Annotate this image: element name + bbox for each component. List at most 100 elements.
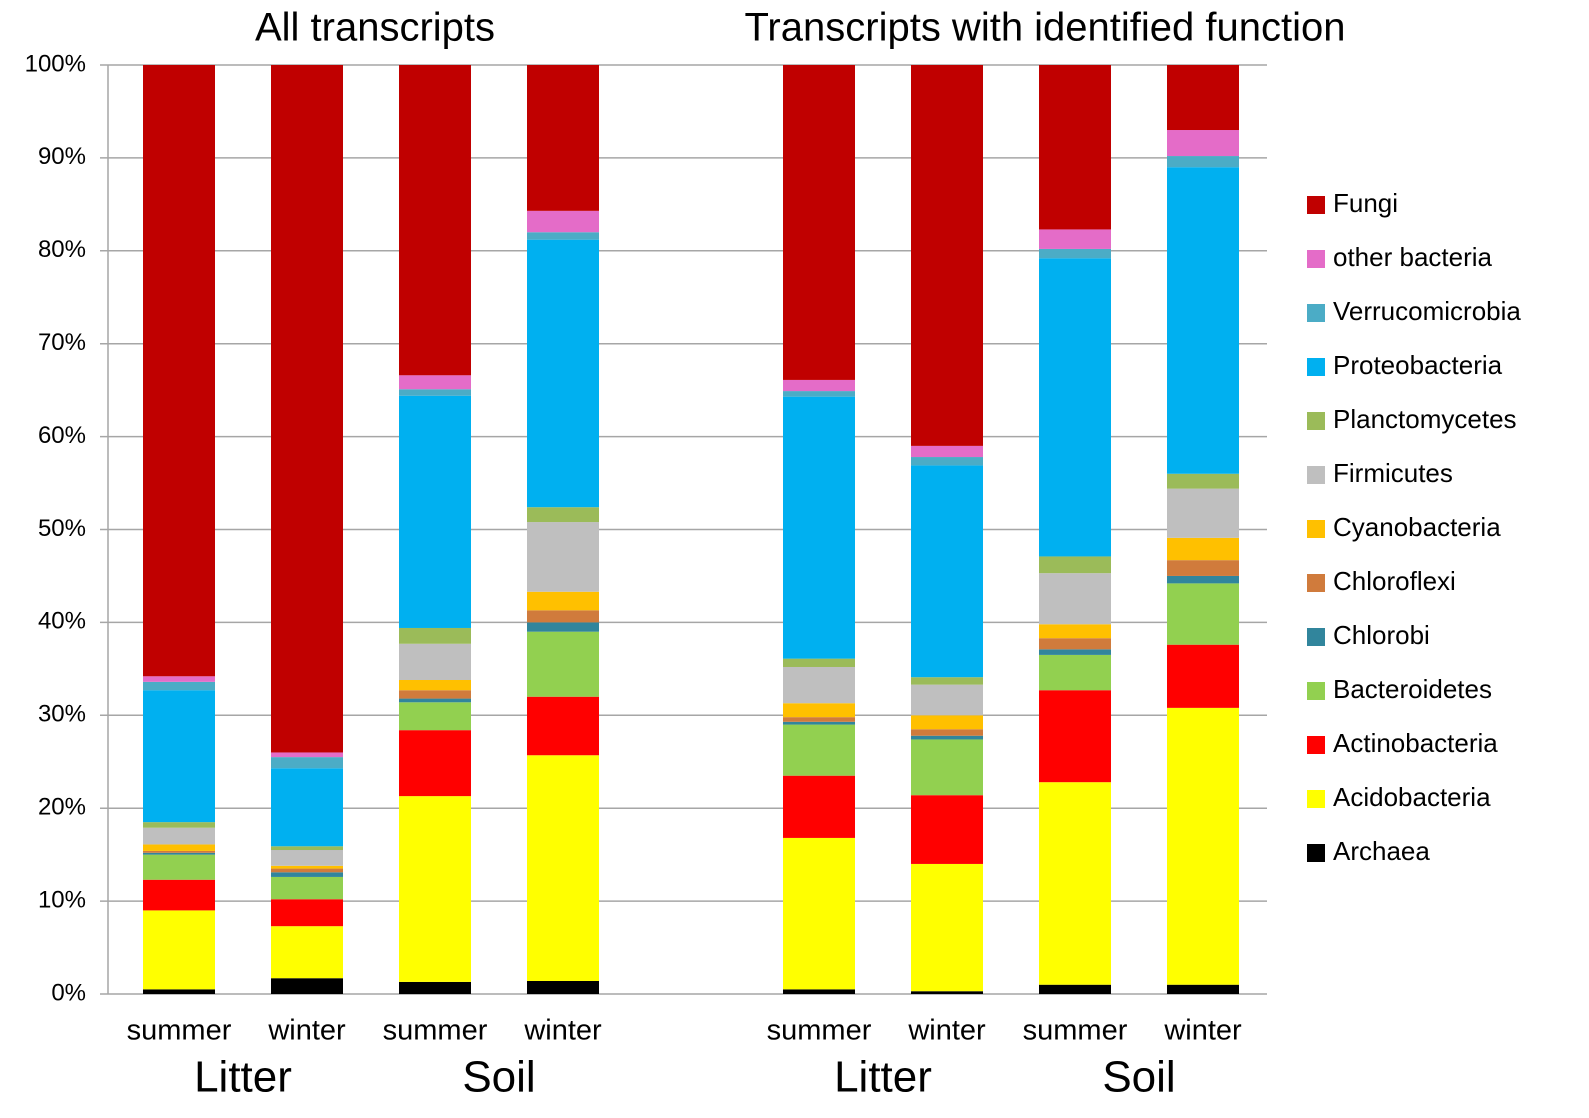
bar-segment	[911, 863, 983, 992]
bar-segment	[527, 755, 599, 981]
bar-segment	[783, 396, 855, 659]
y-tick-label: 80%	[38, 236, 86, 263]
bar-segment	[399, 698, 471, 703]
y-tick-label: 90%	[38, 143, 86, 170]
bar-segment	[399, 796, 471, 982]
bar-segment	[1167, 575, 1239, 584]
legend-label: Bacteroidetes	[1333, 674, 1492, 704]
bar-segment	[783, 721, 855, 725]
legend-swatch	[1307, 520, 1325, 538]
x-tick-label: summer	[1023, 1015, 1128, 1047]
bar-segment	[1167, 156, 1239, 168]
bar-segment	[399, 702, 471, 731]
y-tick-label: 30%	[38, 701, 86, 728]
legend-label: Firmicutes	[1333, 458, 1453, 488]
bar-segment	[527, 232, 599, 240]
y-tick-label: 70%	[38, 329, 86, 356]
bar-segment	[783, 703, 855, 718]
legend-label: Acidobacteria	[1333, 782, 1491, 812]
bar-segment	[143, 681, 215, 691]
bar-segment	[1039, 984, 1111, 994]
bar-segment	[911, 684, 983, 716]
bar-segment	[399, 627, 471, 644]
bar-segment	[271, 850, 343, 866]
bar-segment	[1167, 644, 1239, 708]
bar-segment	[527, 696, 599, 756]
bar-segment	[1039, 573, 1111, 625]
bar-segment	[271, 872, 343, 877]
bar-segment	[1167, 473, 1239, 489]
bar-segment	[527, 622, 599, 632]
bar-segment	[527, 65, 599, 211]
bar-segment	[271, 899, 343, 927]
bar-segment	[143, 827, 215, 845]
legend-label: Proteobacteria	[1333, 350, 1503, 380]
x-tick-label: winter	[523, 1015, 602, 1047]
bar-segment	[527, 210, 599, 233]
panel-title: Transcripts with identified function	[744, 6, 1345, 50]
bar-segment	[911, 739, 983, 796]
bar-segment	[1167, 488, 1239, 538]
bar-segment	[143, 852, 215, 855]
bar-segment	[527, 522, 599, 592]
bar-segment	[1167, 130, 1239, 157]
bar-segment	[271, 926, 343, 979]
legend-swatch	[1307, 844, 1325, 862]
y-tick-label: 0%	[51, 979, 86, 1006]
bar-segment	[911, 795, 983, 864]
legend-swatch	[1307, 628, 1325, 646]
y-tick-label: 40%	[38, 608, 86, 635]
bar-segment	[399, 395, 471, 628]
bar-segment	[399, 679, 471, 691]
x-tick-label: summer	[767, 1015, 872, 1047]
y-tick-label: 100%	[25, 50, 86, 77]
bar-segment	[783, 717, 855, 722]
bar-segment	[1039, 258, 1111, 557]
bar-segment	[1167, 537, 1239, 561]
legend-label: Actinobacteria	[1333, 728, 1498, 758]
bar-segment	[527, 507, 599, 523]
bar-segment	[1167, 65, 1239, 131]
bar-segment	[143, 850, 215, 853]
bar-segment	[399, 643, 471, 680]
bar-segment	[399, 65, 471, 376]
bar-segment	[527, 239, 599, 508]
bar-segment	[143, 989, 215, 994]
bar-segment	[1039, 690, 1111, 783]
legend-label: other bacteria	[1333, 242, 1493, 272]
bar-segment	[783, 391, 855, 397]
bar-segment	[271, 752, 343, 758]
bar-segment	[1039, 782, 1111, 985]
bar-segment	[911, 465, 983, 678]
x-tick-label: winter	[267, 1015, 346, 1047]
bar-segment	[399, 375, 471, 390]
bar-segment	[911, 445, 983, 458]
bar-segment	[399, 690, 471, 699]
bar-segment	[1167, 984, 1239, 994]
bar-segment	[783, 379, 855, 392]
bar-segment	[143, 65, 215, 677]
legend-swatch	[1307, 736, 1325, 754]
bar-segment	[911, 735, 983, 740]
bar-segment	[271, 65, 343, 753]
bar-segment	[271, 865, 343, 869]
bar-segment	[783, 837, 855, 990]
legend-label: Chloroflexi	[1333, 566, 1456, 596]
y-tick-label: 20%	[38, 794, 86, 821]
bar-segment	[911, 457, 983, 466]
bar-segment	[911, 677, 983, 685]
bar-segment	[1039, 638, 1111, 650]
bar-segment	[783, 658, 855, 667]
bar-segment	[143, 676, 215, 682]
bar-segment	[143, 879, 215, 911]
bar-segment	[143, 854, 215, 880]
legend-swatch	[1307, 682, 1325, 700]
bar-segment	[911, 729, 983, 736]
bar-segment	[783, 666, 855, 704]
bar-segment	[1167, 167, 1239, 474]
legend-swatch	[1307, 574, 1325, 592]
bar-segment	[143, 690, 215, 823]
bar-segment	[271, 757, 343, 769]
bar-segment	[527, 610, 599, 623]
bar-segment	[783, 989, 855, 994]
